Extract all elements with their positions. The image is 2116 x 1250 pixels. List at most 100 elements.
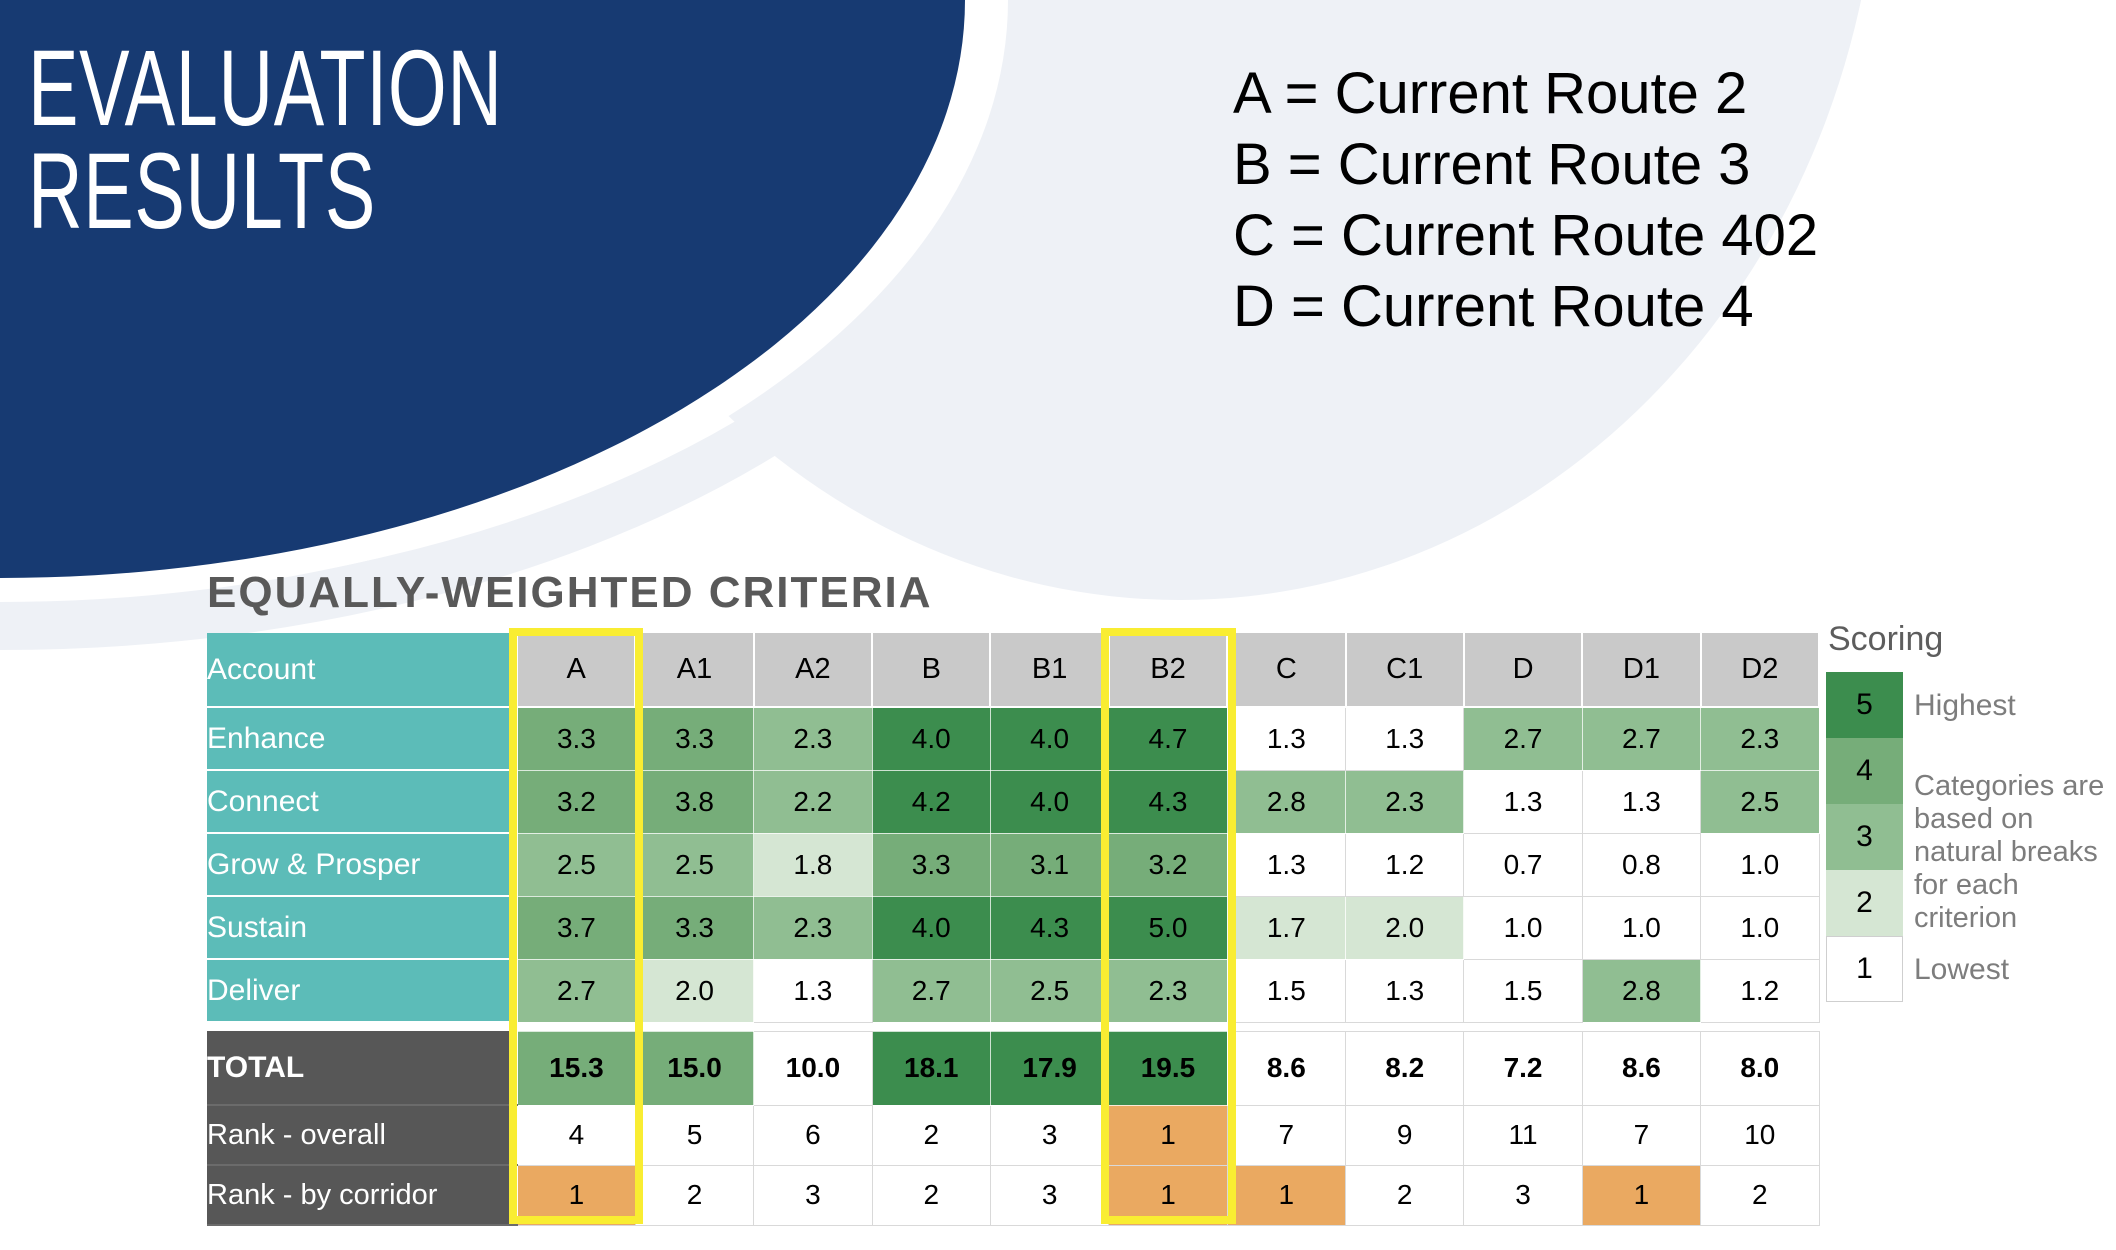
row-label: Grow & Prosper bbox=[207, 833, 518, 897]
table-row: Deliver 2.7 2.0 1.3 2.7 2.5 2.3 1.5 1.3 1.5 2.8 1.2 bbox=[207, 958, 1820, 1023]
table-rank-row: Rank - overall 4 5 6 2 3 1 7 9 11 7 10 bbox=[207, 1104, 1820, 1166]
table-cell: 2.7 bbox=[871, 958, 991, 1023]
column-header-c: C bbox=[1227, 633, 1347, 708]
table-cell: 1.0 bbox=[1463, 895, 1583, 960]
route-legend-item-c: C = Current Route 402 bbox=[1233, 203, 1819, 268]
table-cell: 1.3 bbox=[1581, 769, 1702, 834]
table-cell: 3 bbox=[989, 1164, 1110, 1226]
table-cell: 7 bbox=[1226, 1104, 1347, 1166]
table-cell: 3.3 bbox=[516, 706, 636, 771]
table-total-row: TOTAL 15.3 15.0 10.0 18.1 17.9 19.5 8.6 8.2 7.2 8.… bbox=[207, 1030, 1820, 1106]
table-cell: 1.8 bbox=[753, 832, 873, 897]
table-spacer-row bbox=[207, 1022, 1819, 1031]
slide-title: EVALUATION RESULTS bbox=[28, 34, 503, 251]
table-cell: 18.1 bbox=[871, 1030, 991, 1106]
table-cell: 1.3 bbox=[1345, 958, 1465, 1023]
table-cell: 2.3 bbox=[753, 895, 873, 960]
column-header-b: B bbox=[872, 633, 992, 708]
table-row: Connect 3.2 3.8 2.2 4.2 4.0 4.3 2.8 2.3 1.3 1.3 2.5 bbox=[207, 769, 1820, 834]
table-cell: 10.0 bbox=[753, 1030, 873, 1106]
table-cell: 1 bbox=[1108, 1104, 1228, 1166]
table-cell: 2.8 bbox=[1581, 958, 1702, 1023]
table-cell: 1.5 bbox=[1226, 958, 1347, 1023]
navy-swoosh-shape bbox=[0, 0, 965, 578]
column-header-b1: B1 bbox=[990, 633, 1110, 708]
section-heading: EQUALLY-WEIGHTED CRITERIA bbox=[207, 568, 933, 617]
table-cell: 1 bbox=[1226, 1164, 1347, 1226]
table-cell: 4.0 bbox=[989, 769, 1110, 834]
scoring-box-1: 1 bbox=[1826, 936, 1903, 1002]
row-label-rank: Rank - overall bbox=[207, 1105, 518, 1166]
table-cell: 2.3 bbox=[753, 706, 873, 771]
table-cell: 2.0 bbox=[1345, 895, 1465, 960]
scoring-box-4: 4 bbox=[1826, 738, 1903, 804]
table-row: Enhance 3.3 3.3 2.3 4.0 4.0 4.7 1.3 1.3 2.7 2.7 2.3 bbox=[207, 706, 1820, 771]
table-cell: 2.7 bbox=[1463, 706, 1583, 771]
table-cell: 3.3 bbox=[871, 832, 991, 897]
table-cell: 2.3 bbox=[1108, 958, 1228, 1023]
row-label-total: TOTAL bbox=[207, 1031, 518, 1106]
table-cell: 8.6 bbox=[1226, 1030, 1347, 1106]
table-cell: 9 bbox=[1345, 1104, 1465, 1166]
table-cell: 2.0 bbox=[634, 958, 755, 1023]
table-cell: 5.0 bbox=[1108, 895, 1228, 960]
table-cell: 1 bbox=[516, 1164, 636, 1226]
row-label: Connect bbox=[207, 770, 518, 834]
table-cell: 2.7 bbox=[516, 958, 636, 1023]
row-label: Sustain bbox=[207, 896, 518, 960]
route-legend: A = Current Route 2 B = Current Route 3 … bbox=[1233, 58, 1818, 342]
table-cell: 15.3 bbox=[516, 1030, 636, 1106]
scoring-box-5: 5 bbox=[1826, 672, 1903, 738]
table-cell: 2.8 bbox=[1226, 769, 1347, 834]
row-label: Deliver bbox=[207, 959, 518, 1023]
table-cell: 10 bbox=[1700, 1104, 1820, 1166]
table-cell: 2.3 bbox=[1700, 706, 1820, 771]
table-cell: 1.0 bbox=[1700, 895, 1820, 960]
table-cell: 15.0 bbox=[634, 1030, 755, 1106]
table-cell: 1 bbox=[1581, 1164, 1702, 1226]
criteria-table-area: Account A A1 A2 B B1 B2 C C1 D D1 D2 Enhance 3.3 3.3 2.… bbox=[207, 628, 1821, 1226]
table-cell: 4.3 bbox=[1108, 769, 1228, 834]
table-cell: 2 bbox=[1345, 1164, 1465, 1226]
gray-arc-shape bbox=[0, 0, 1085, 650]
table-spacer-cell bbox=[207, 1022, 1819, 1031]
table-cell: 1.0 bbox=[1700, 832, 1820, 897]
table-cell: 1.3 bbox=[1463, 769, 1583, 834]
table-cell: 19.5 bbox=[1108, 1030, 1228, 1106]
table-row: Grow & Prosper 2.5 2.5 1.8 3.3 3.1 3.2 1.3 1.2 0.… bbox=[207, 832, 1820, 897]
column-header-account: Account bbox=[207, 633, 518, 708]
table-cell: 3 bbox=[753, 1164, 873, 1226]
table-cell: 1.5 bbox=[1463, 958, 1583, 1023]
table-cell: 3.8 bbox=[634, 769, 755, 834]
column-header-c1: C1 bbox=[1345, 633, 1465, 708]
table-cell: 1.3 bbox=[753, 958, 873, 1023]
table-cell: 6 bbox=[753, 1104, 873, 1166]
column-header-a2: A2 bbox=[753, 633, 874, 708]
column-header-a1: A1 bbox=[635, 633, 755, 708]
scoring-lowest-label: Lowest bbox=[1914, 953, 2010, 986]
table-cell: 3.2 bbox=[516, 769, 636, 834]
table-cell: 2.5 bbox=[989, 958, 1110, 1023]
scoring-legend-title: Scoring bbox=[1828, 620, 1944, 658]
table-cell: 7.2 bbox=[1463, 1030, 1583, 1106]
table-cell: 3 bbox=[989, 1104, 1110, 1166]
table-cell: 2.5 bbox=[1700, 769, 1820, 834]
table-cell: 2.5 bbox=[634, 832, 755, 897]
table-cell: 3.1 bbox=[989, 832, 1110, 897]
table-cell: 3.3 bbox=[634, 895, 755, 960]
column-header-d2: D2 bbox=[1700, 633, 1821, 708]
table-cell: 2.5 bbox=[516, 832, 636, 897]
scoring-note: Categories are based on natural breaks f… bbox=[1914, 770, 2105, 934]
table-cell: 1.2 bbox=[1700, 958, 1820, 1023]
scoring-highest-label: Highest bbox=[1914, 689, 2016, 722]
table-cell: 4.3 bbox=[989, 895, 1110, 960]
table-row: Sustain 3.7 3.3 2.3 4.0 4.3 5.0 1.7 2.0 1.0 1.0 1.0 bbox=[207, 895, 1820, 960]
table-cell: 2.3 bbox=[1345, 769, 1465, 834]
slide-title-line2: RESULTS bbox=[28, 130, 376, 251]
table-cell: 2 bbox=[871, 1164, 991, 1226]
table-cell: 4.0 bbox=[871, 895, 991, 960]
table-cell: 2 bbox=[1700, 1164, 1820, 1226]
table-cell: 4.7 bbox=[1108, 706, 1228, 771]
table-cell: 8.6 bbox=[1581, 1030, 1702, 1106]
